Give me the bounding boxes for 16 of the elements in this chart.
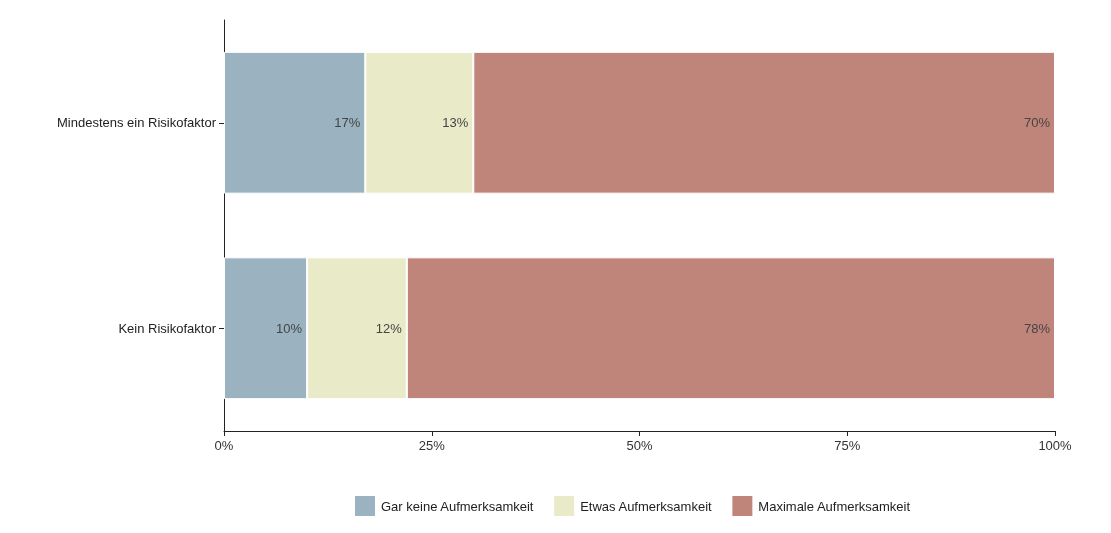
legend-label: Etwas Aufmerksamkeit [580, 498, 713, 514]
data-label: 17% [334, 115, 361, 131]
data-label: 78% [1023, 320, 1051, 336]
legend-label: Maximale Aufmerksamkeit [758, 498, 911, 514]
x-tick-label: 50% [626, 438, 653, 453]
x-tick-label: 100% [1038, 438, 1073, 453]
data-label: 10% [276, 320, 303, 336]
data-label: 12% [375, 320, 403, 336]
data-label: 70% [1023, 115, 1051, 131]
x-tick-label: 75% [834, 438, 861, 453]
data-label: 13% [442, 115, 469, 131]
y-tick-label: Kein Risikofaktor [118, 320, 217, 336]
y-tick-label: Mindestens ein Risikofaktor [57, 115, 217, 131]
x-tick-label: 0% [214, 438, 234, 453]
legend-label: Gar keine Aufmerksamkeit [381, 498, 534, 514]
x-tick-label: 25% [418, 438, 446, 453]
